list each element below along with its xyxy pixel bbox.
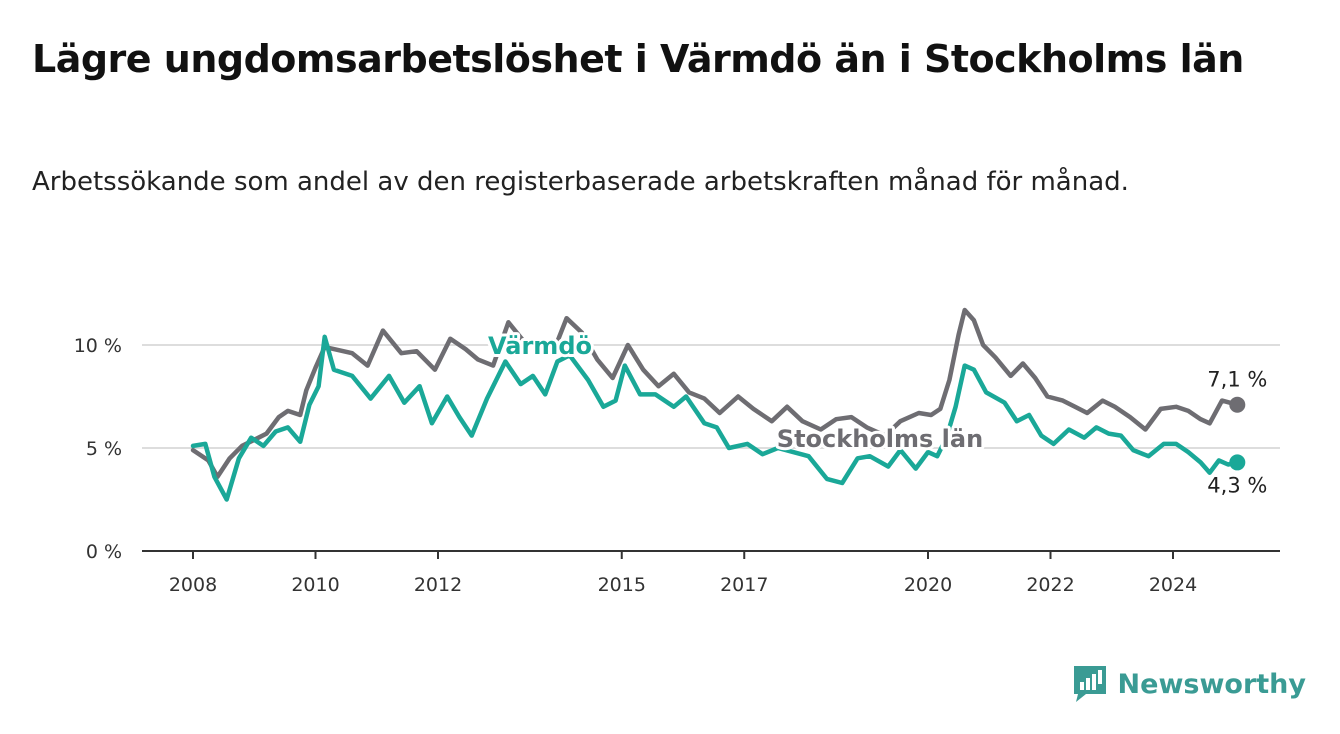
x-tick-label: 2015	[598, 574, 646, 596]
y-axis-ticks: 0 % 5 % 10 %	[74, 335, 122, 563]
y-tick-label: 10 %	[74, 335, 122, 357]
end-value-label-stockholm: 7,1 %	[1207, 368, 1267, 392]
y-tick-label: 5 %	[86, 438, 122, 460]
page-subtitle: Arbetssökande som andel av den registerb…	[32, 167, 1129, 197]
end-value-label-varmdo: 4,3 %	[1207, 473, 1267, 497]
x-tick-label: 2010	[291, 574, 339, 596]
series-end-point-varmdo	[1229, 454, 1246, 471]
x-tick-label: 2024	[1149, 574, 1197, 596]
x-tick-label: 2022	[1026, 574, 1074, 596]
series-lines	[190, 307, 1246, 502]
x-tick-label: 2012	[414, 574, 462, 596]
newsworthy-logo-icon	[1073, 666, 1106, 702]
series-label-varmdo: Värmdö	[488, 332, 592, 360]
x-tick-label: 2017	[720, 574, 768, 596]
series-end-point-stockholm	[1229, 396, 1246, 413]
x-tick-label: 2020	[904, 574, 952, 596]
series-labels: 7,1 % 4,3 % Värmdö Stockholms län	[485, 329, 1267, 497]
series-line-varmdo	[190, 334, 1240, 502]
gridlines	[142, 344, 1280, 449]
series-label-stockholm: Stockholms län	[777, 425, 983, 453]
brand-logo: Newsworthy	[1072, 664, 1306, 704]
series-line-stockholm	[190, 307, 1240, 480]
x-tick-label: 2008	[169, 574, 217, 596]
brand-name: Newsworthy	[1117, 668, 1306, 700]
page-title: Lägre ungdomsarbetslöshet i Värmdö än i …	[32, 37, 1244, 81]
y-tick-label: 0 %	[86, 541, 122, 563]
x-axis: 2008 2010 2012 2015 2017 2020 2022 2024	[142, 550, 1280, 596]
